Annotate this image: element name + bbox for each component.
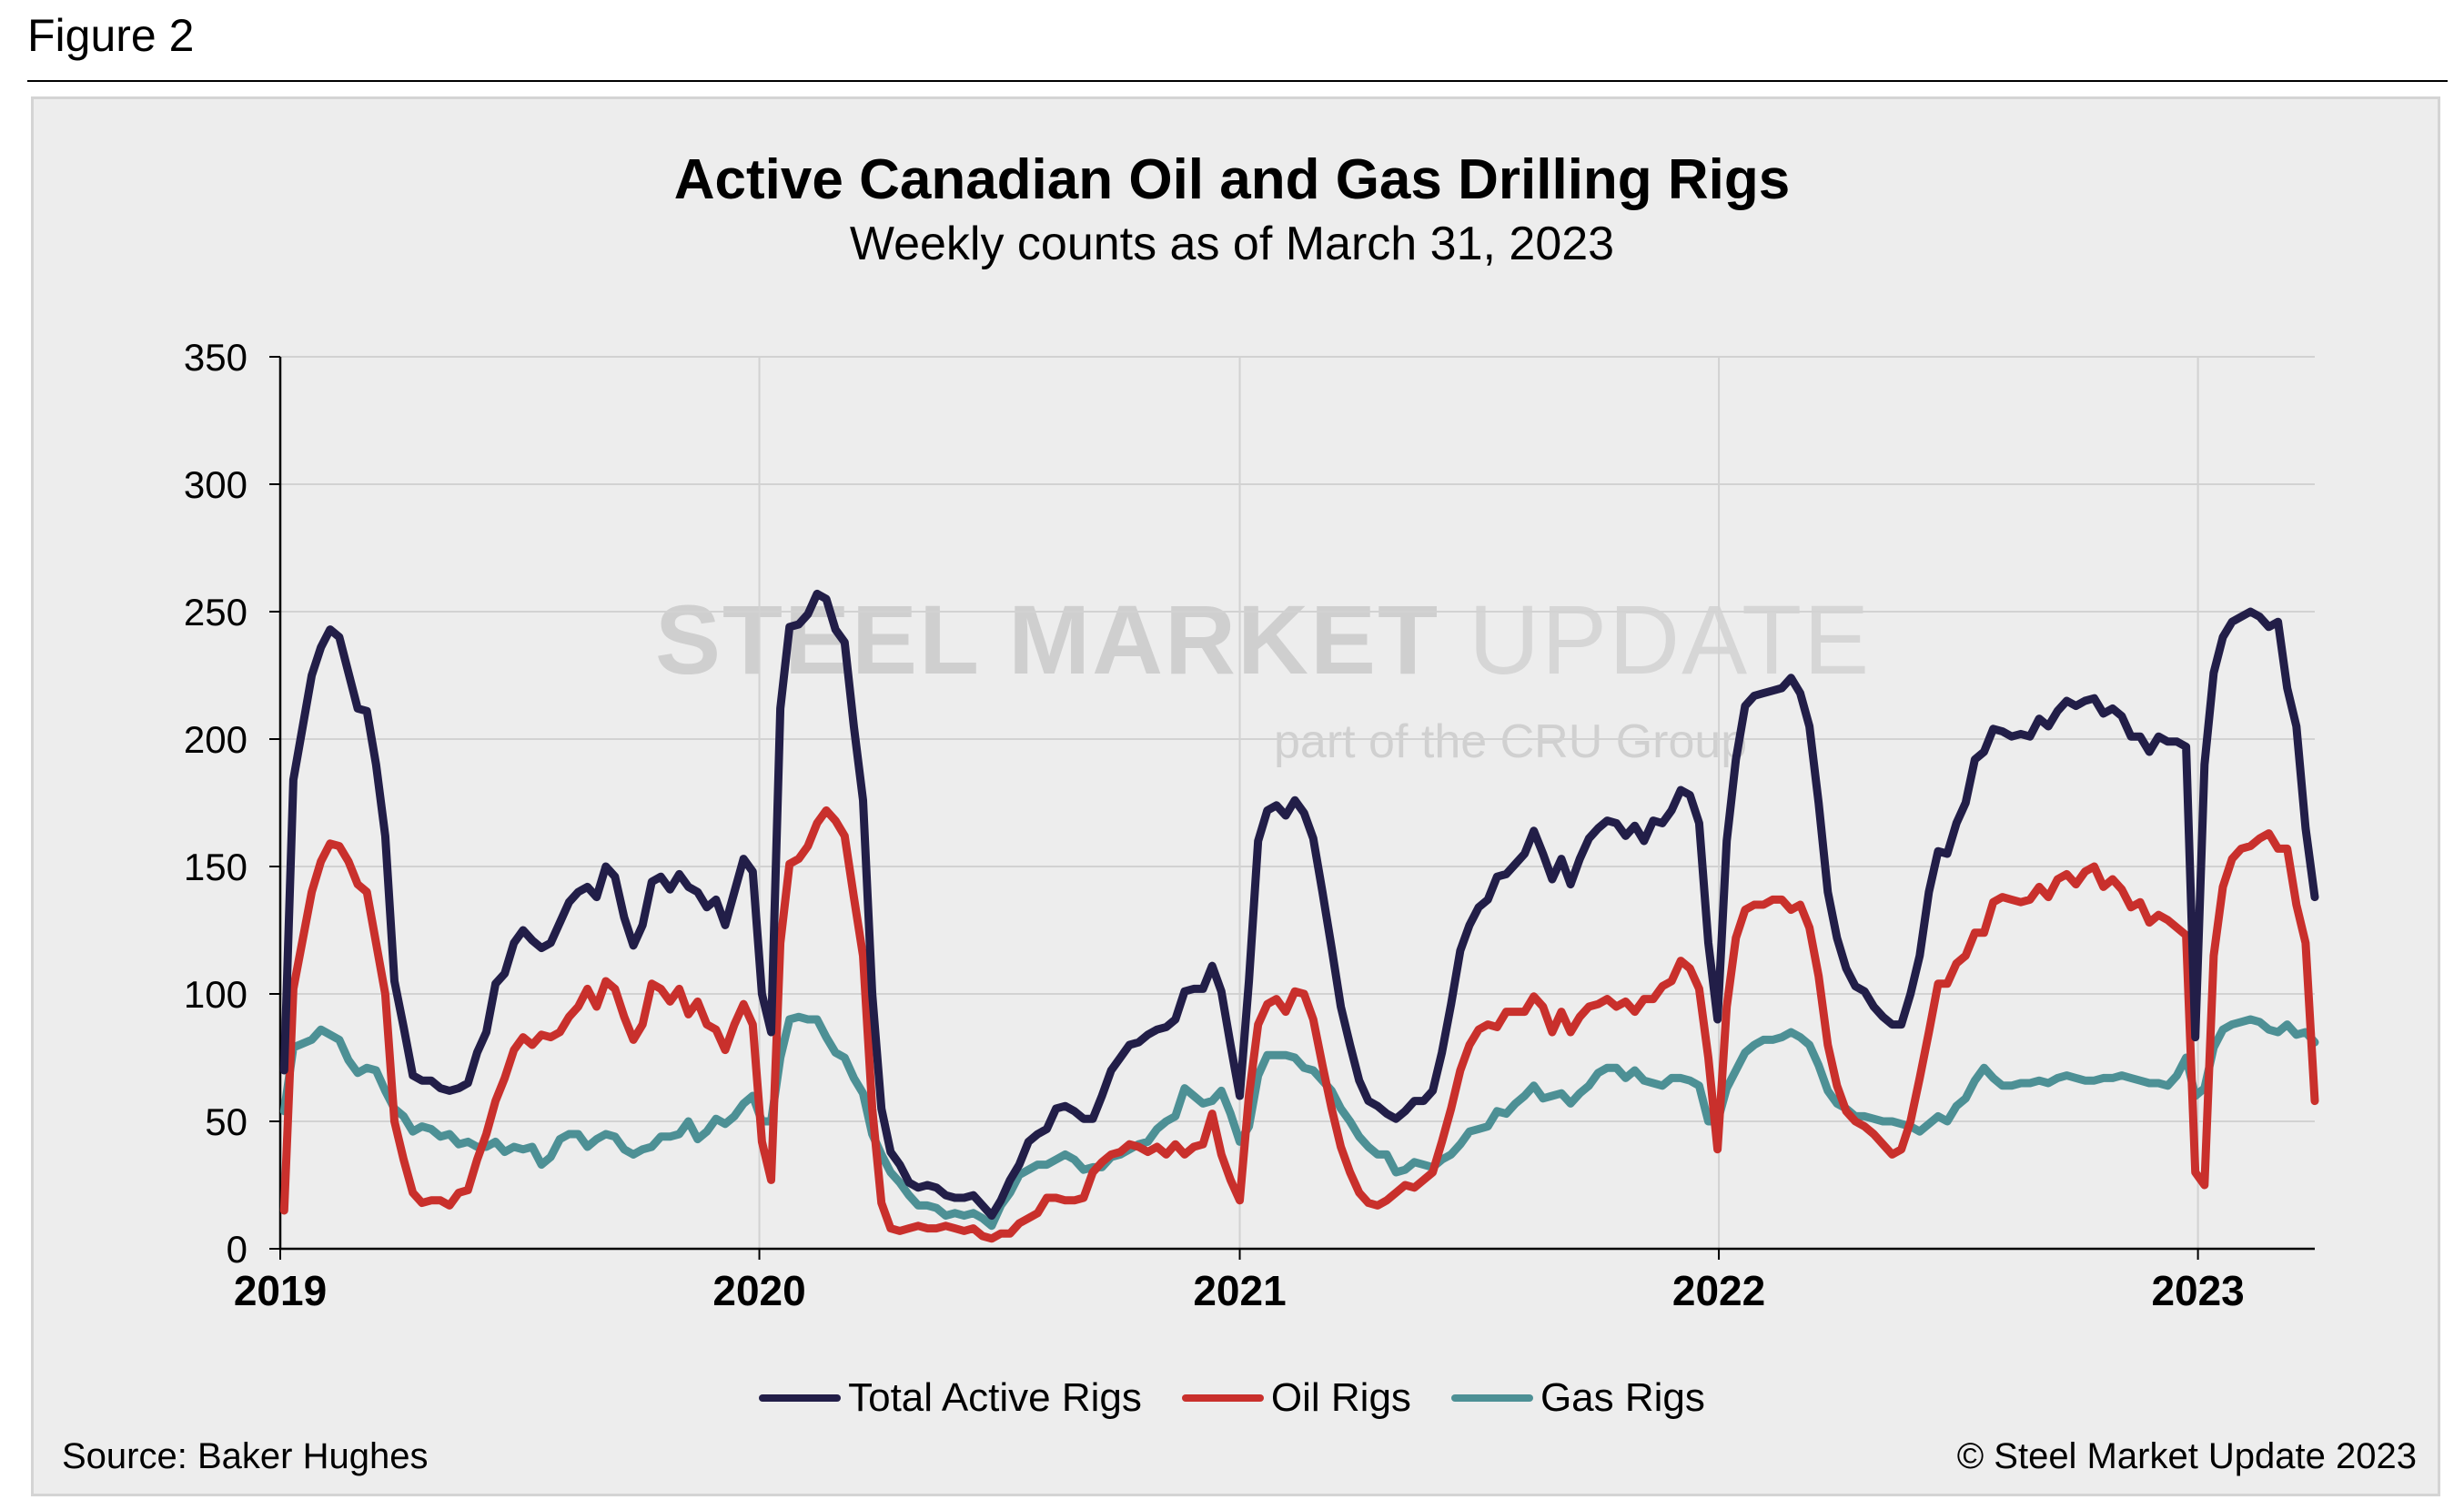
legend: Total Active Rigs Oil Rigs Gas Rigs [0,1373,2464,1424]
copyright-note: © Steel Market Update 2023 [1956,1436,2417,1476]
legend-swatch-oil [1181,1394,1264,1402]
chart-panel [31,96,2440,1496]
y-tick-label: 250 [184,591,247,633]
legend-swatch-total [759,1394,842,1402]
legend-item-gas: Gas Rigs [1450,1375,1705,1421]
y-tick-label: 0 [227,1228,247,1271]
legend-item-total: Total Active Rigs [759,1375,1142,1421]
series-line-oil-rigs [279,806,2319,1243]
series-lines [279,589,2319,1243]
x-tick-label: 2020 [712,1267,805,1314]
legend-label-oil: Oil Rigs [1270,1375,1411,1420]
series-line-total-rigs [279,589,2319,1221]
figure-label: Figure 2 [27,10,195,61]
y-tick-label: 150 [184,846,247,888]
series-line-gas-rigs [279,1012,2319,1231]
axes [269,356,2315,1260]
x-tick-label: 2022 [1672,1267,1765,1314]
y-tick-label: 350 [184,336,247,379]
x-tick-label: 2021 [1193,1267,1286,1314]
tick-labels: 0 50 100 150 200 250 300 350 2019 2020 2021 2022 202… [184,336,2245,1314]
legend-swatch-gas [1450,1394,1533,1402]
legend-label-gas: Gas Rigs [1540,1375,1705,1420]
legend-label-total: Total Active Rigs [848,1375,1142,1420]
figure-divider [27,80,2448,82]
y-tick-label: 300 [184,463,247,506]
chart-subtitle: Weekly counts as of March 31, 2023 [849,218,1615,270]
y-tick-label: 50 [205,1100,247,1143]
x-tick-label: 2019 [234,1267,327,1314]
legend-item-oil: Oil Rigs [1181,1375,1411,1421]
chart-title: Active Canadian Oil and Gas Drilling Rig… [673,148,1791,211]
y-tick-label: 100 [184,973,247,1016]
x-tick-label: 2023 [2151,1267,2244,1314]
source-note: Source: Baker Hughes [62,1436,429,1476]
y-tick-label: 200 [184,718,247,761]
